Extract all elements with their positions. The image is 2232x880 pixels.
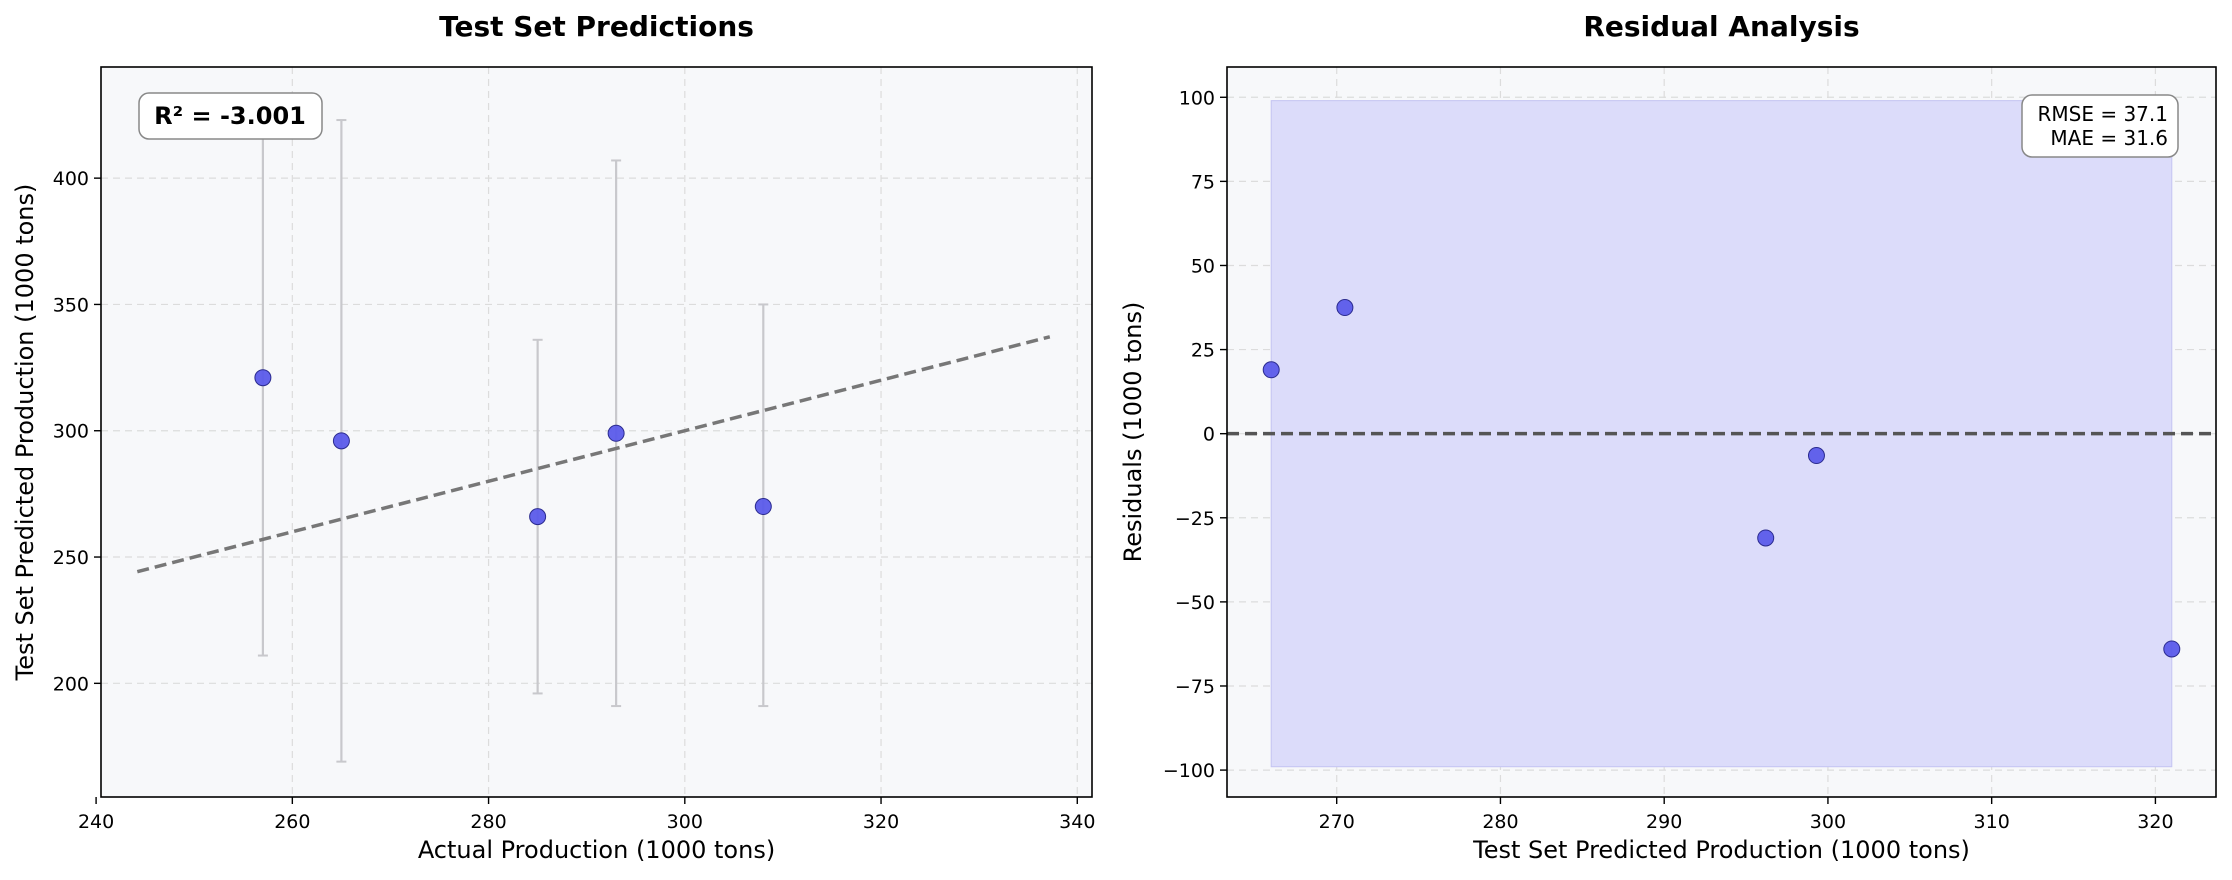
chart-title: Test Set Predictions bbox=[439, 10, 754, 43]
data-point bbox=[1807, 447, 1825, 465]
perfect-prediction-line bbox=[136, 335, 1051, 574]
mae-label: MAE = 31.6 bbox=[2050, 126, 2168, 150]
x-tick-label: 270 bbox=[1319, 811, 1355, 833]
x-axis-label: Test Set Predicted Production (1000 tons… bbox=[1472, 836, 1970, 864]
y-tick-label: −75 bbox=[1175, 676, 1215, 698]
y-tick-label: −25 bbox=[1175, 508, 1215, 530]
x-tick-label: 320 bbox=[863, 811, 899, 833]
data-point bbox=[1262, 361, 1280, 379]
y-tick-label: 350 bbox=[53, 294, 89, 316]
y-tick-label: 75 bbox=[1191, 171, 1215, 193]
x-tick-label: 340 bbox=[1059, 811, 1095, 833]
y-tick-label: 50 bbox=[1191, 255, 1215, 277]
chart-title: Residual Analysis bbox=[1583, 10, 1859, 43]
x-tick-label: 310 bbox=[1974, 811, 2010, 833]
x-tick-label: 240 bbox=[78, 811, 114, 833]
data-point bbox=[254, 369, 272, 387]
data-point bbox=[332, 432, 350, 450]
x-tick-label: 300 bbox=[1810, 811, 1846, 833]
data-point bbox=[754, 498, 772, 516]
x-tick-label: 320 bbox=[2137, 811, 2173, 833]
y-tick-label: 200 bbox=[53, 673, 89, 695]
x-axis-label: Actual Production (1000 tons) bbox=[418, 836, 775, 864]
y-tick-label: 400 bbox=[53, 168, 89, 190]
y-tick-label: 100 bbox=[1179, 87, 1215, 109]
y-tick-label: 300 bbox=[53, 421, 89, 443]
data-point bbox=[1336, 299, 1354, 317]
x-tick-label: 280 bbox=[470, 811, 506, 833]
y-axis-label: Test Set Predicted Production (1000 tons… bbox=[11, 184, 39, 682]
r-squared-box bbox=[138, 92, 323, 140]
data-point bbox=[1757, 529, 1775, 547]
x-tick-label: 300 bbox=[667, 811, 703, 833]
data-point bbox=[529, 508, 547, 526]
x-tick-label: 280 bbox=[1482, 811, 1518, 833]
x-tick-label: 260 bbox=[274, 811, 310, 833]
data-point bbox=[607, 424, 625, 442]
x-tick-label: 290 bbox=[1646, 811, 1682, 833]
metrics-box bbox=[2021, 94, 2179, 158]
y-tick-label: −100 bbox=[1163, 760, 1215, 782]
data-point bbox=[2163, 640, 2181, 658]
r-squared-label: R² = -3.001 bbox=[154, 102, 306, 130]
test-set-predictions-panel: 240 260 280 300 320 340 200 250 300 350 400 Test Se… bbox=[11, 10, 1095, 864]
y-tick-label: 0 bbox=[1203, 424, 1215, 446]
rmse-label: RMSE = 37.1 bbox=[2038, 102, 2169, 126]
y-tick-label: −50 bbox=[1175, 592, 1215, 614]
plot-background bbox=[101, 67, 1092, 797]
axes-frame bbox=[1226, 66, 2217, 798]
y-axis-label: Residuals (1000 tons) bbox=[1119, 302, 1147, 563]
residual-analysis-panel: 270 280 290 300 310 320 −100 −75 −50 −25 0 25 50 75 10… bbox=[1119, 10, 2217, 864]
y-tick-label: 25 bbox=[1191, 340, 1215, 362]
axes-frame bbox=[100, 66, 1093, 798]
y-tick-label: 250 bbox=[53, 547, 89, 569]
